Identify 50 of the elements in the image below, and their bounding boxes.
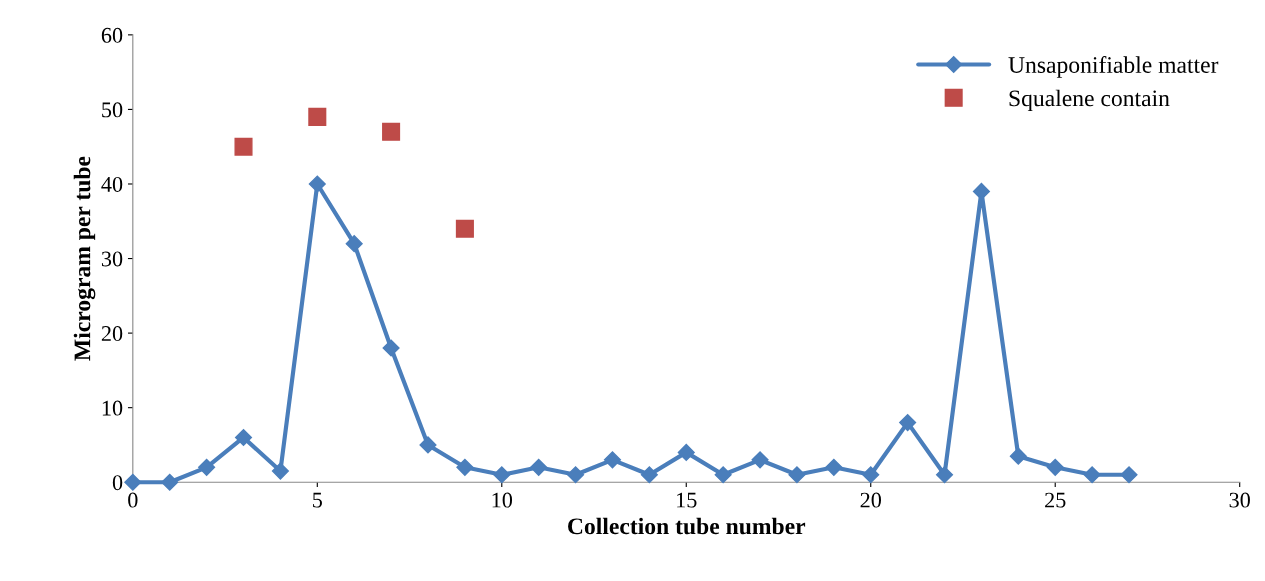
point	[198, 458, 216, 476]
point	[456, 458, 474, 476]
point	[567, 466, 585, 484]
point	[345, 235, 363, 253]
point	[382, 339, 400, 357]
x-tick-label: 0	[128, 492, 138, 508]
point	[714, 466, 732, 484]
point	[972, 182, 990, 200]
point	[1083, 466, 1101, 484]
point	[862, 466, 880, 484]
point	[603, 451, 622, 469]
legend-label: Squalene contain	[1009, 89, 1170, 112]
point	[308, 175, 326, 193]
point	[677, 443, 695, 461]
point	[899, 414, 917, 432]
x-tick-label: 15	[677, 492, 697, 508]
y-tick-label: 10	[102, 400, 123, 416]
point	[825, 458, 843, 476]
point	[271, 462, 289, 480]
point	[419, 436, 437, 454]
y-tick-label: 60	[101, 27, 123, 43]
y-tick-label: 30	[101, 251, 123, 267]
point	[124, 473, 142, 491]
point	[1046, 458, 1064, 476]
x-tick-label: 20	[860, 492, 882, 508]
point	[234, 428, 253, 447]
y-tick-label: 0	[112, 475, 123, 491]
y-tick-label: 50	[102, 102, 123, 118]
point	[751, 451, 769, 469]
point	[1009, 447, 1027, 465]
point	[455, 219, 474, 238]
x-tick-label: 5	[313, 492, 322, 508]
x-tick-label: 25	[1045, 492, 1066, 508]
point	[1120, 466, 1138, 484]
point	[308, 107, 327, 126]
point	[640, 466, 658, 484]
point	[161, 473, 179, 491]
y-tick-label: 40	[101, 176, 123, 192]
point	[493, 466, 511, 484]
x-tick-label: 10	[492, 492, 513, 508]
x-tick-label: 30	[1229, 492, 1250, 508]
x-axis-title: Collection tube number	[568, 517, 806, 535]
point	[382, 122, 401, 141]
legend-label: Unsaponifiable matter	[1008, 56, 1219, 78]
point	[788, 466, 806, 484]
point	[935, 466, 954, 484]
y-tick-label: 20	[101, 326, 123, 342]
y-axis-title: Microgram per tube	[73, 156, 96, 361]
point	[530, 458, 548, 476]
point	[234, 137, 253, 156]
